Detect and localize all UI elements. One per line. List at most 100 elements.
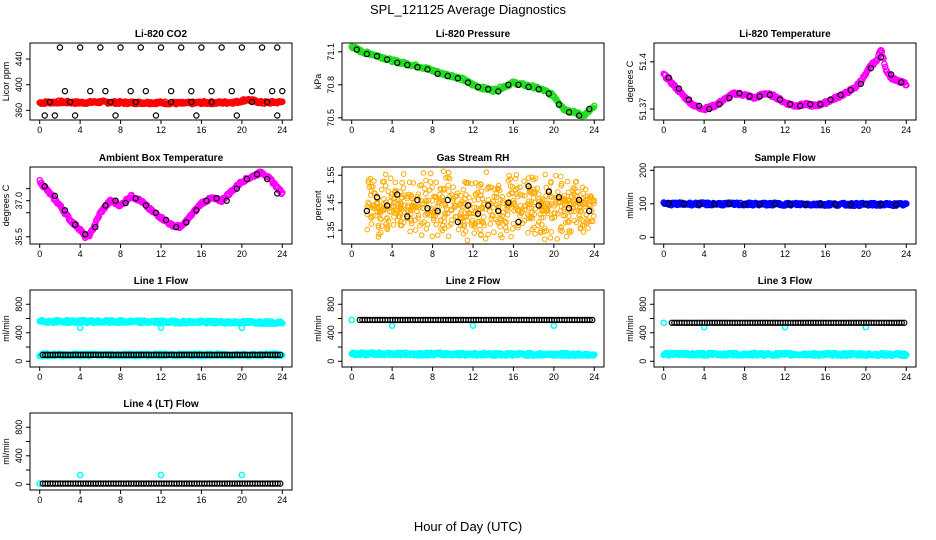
data-point <box>741 200 748 208</box>
cloud-point <box>407 228 413 235</box>
cloud-point <box>437 185 444 192</box>
cloud-point <box>427 187 433 193</box>
cloud-point <box>421 200 427 207</box>
cloud-point <box>390 196 397 202</box>
cloud-point <box>417 197 424 204</box>
cloud-point <box>491 193 498 200</box>
cloud-point <box>469 180 475 187</box>
data-point <box>102 87 109 95</box>
data-point <box>675 85 683 92</box>
cloud-point <box>477 226 483 233</box>
cloud-point <box>477 181 484 187</box>
x-tick-label: 12 <box>156 372 166 382</box>
data-point <box>253 171 261 178</box>
cloud-point <box>588 194 594 201</box>
cloud-point <box>491 229 497 236</box>
data-point <box>268 87 276 95</box>
cloud-point <box>538 201 545 208</box>
x-tick-label: 4 <box>702 372 707 382</box>
cloud-point <box>391 214 397 220</box>
cloud-point <box>535 191 542 197</box>
data-point <box>434 70 441 78</box>
cloud-point <box>525 175 532 181</box>
cloud-point <box>582 186 589 193</box>
cloud-point <box>591 197 597 204</box>
cloud-point <box>547 234 554 241</box>
cloud-point <box>500 197 506 204</box>
data-point <box>258 44 266 51</box>
cloud-point <box>503 227 510 234</box>
y-tick-label: 71.1 <box>326 43 336 61</box>
data-point <box>586 105 593 113</box>
cloud-point <box>531 224 537 231</box>
cloud-point <box>471 230 478 236</box>
cloud-point <box>482 235 489 242</box>
x-tick-label: 0 <box>661 125 666 135</box>
cloud-point <box>433 221 440 228</box>
cloud-point <box>378 208 385 214</box>
cloud-point <box>472 224 478 230</box>
cloud-point <box>585 196 591 202</box>
plot-frame <box>29 166 293 245</box>
cloud-point <box>522 193 528 199</box>
x-tick-label: 4 <box>702 249 707 259</box>
cloud-point <box>393 207 399 213</box>
cloud-point <box>529 209 535 216</box>
data-point <box>218 44 225 51</box>
plot-area <box>36 316 286 360</box>
x-tick-label: 24 <box>589 372 599 382</box>
data-point <box>223 197 230 204</box>
data-point <box>680 200 688 208</box>
cloud-point <box>390 222 397 228</box>
data-point <box>393 191 401 198</box>
x-tick-label: 8 <box>118 249 123 259</box>
panel-title: Ambient Box Temperature <box>99 153 224 164</box>
data-point <box>122 199 129 207</box>
cloud-point <box>537 228 544 234</box>
cloud-point <box>399 179 405 186</box>
cloud-point <box>495 182 502 189</box>
cloud-point <box>384 226 391 232</box>
cloud-point <box>375 222 382 229</box>
cloud-point <box>412 227 419 233</box>
cloud-point <box>421 219 427 225</box>
y-tick-label: 400 <box>14 448 24 463</box>
data-point <box>575 112 583 119</box>
x-tick-label: 16 <box>196 495 206 505</box>
cloud-point <box>425 197 432 204</box>
cloud-point <box>426 212 433 218</box>
cloud-point <box>505 207 511 213</box>
data-point <box>208 87 215 95</box>
cloud-point <box>577 207 584 214</box>
data-point <box>786 101 794 108</box>
y-tick-label: 360 <box>14 103 24 118</box>
data-point <box>898 79 905 86</box>
data-point <box>901 319 908 326</box>
data-point <box>188 87 195 95</box>
x-tick-label: 24 <box>277 125 287 135</box>
cloud-point <box>460 222 466 228</box>
data-point <box>76 44 84 51</box>
cloud-point <box>579 195 586 202</box>
data-point <box>711 200 718 208</box>
data-point <box>424 66 431 73</box>
plot-frame <box>653 42 917 121</box>
x-tick-label: 0 <box>661 249 666 259</box>
y-tick-label: 400 <box>14 325 24 340</box>
cloud-point <box>499 234 505 241</box>
y-axis-label: ml/min <box>625 192 635 219</box>
trace-point <box>590 351 598 358</box>
data-point <box>274 44 281 51</box>
data-point <box>117 44 124 51</box>
cloud-point <box>521 206 528 213</box>
cloud-point <box>517 202 524 209</box>
cloud-point <box>554 210 561 217</box>
y-axis-label: Licor ppm <box>1 62 11 102</box>
data-point <box>756 93 763 100</box>
cloud-point <box>365 199 371 206</box>
data-point <box>414 63 421 71</box>
data-point <box>817 200 824 208</box>
cloud-point <box>472 220 479 227</box>
cloud-point <box>471 197 478 203</box>
cloud-point <box>473 205 480 211</box>
